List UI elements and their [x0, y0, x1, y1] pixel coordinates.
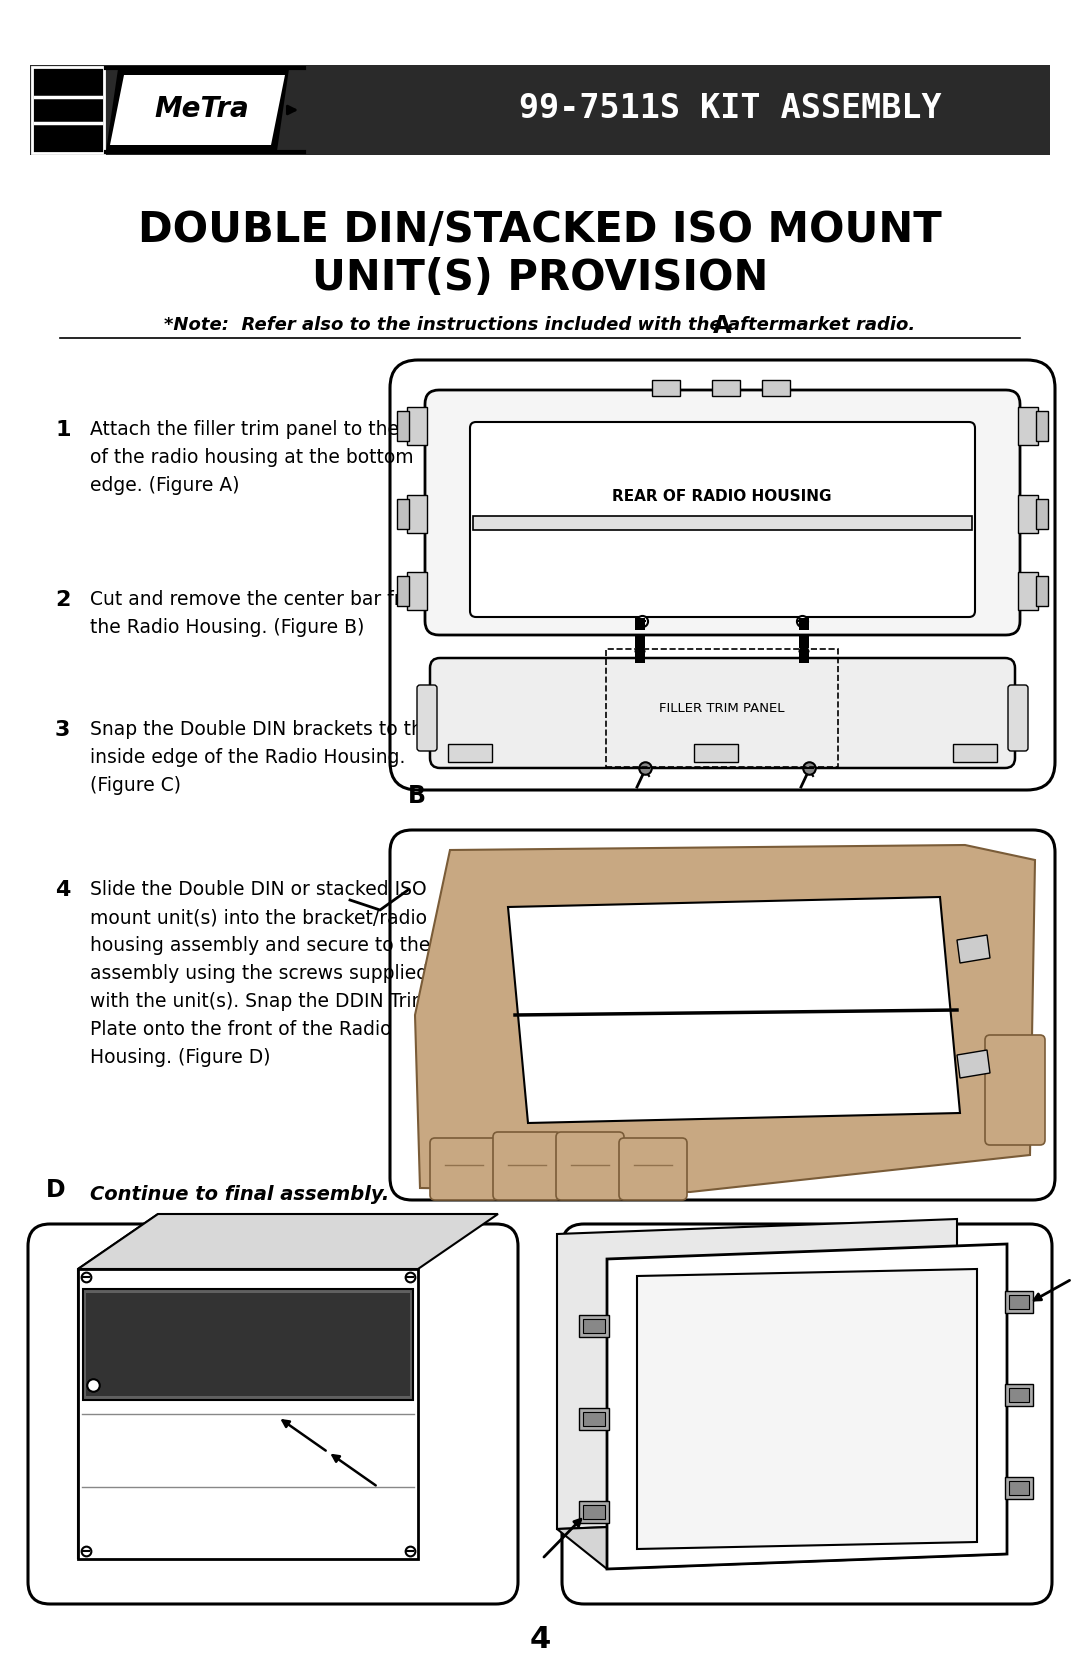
FancyBboxPatch shape — [492, 1132, 561, 1200]
Bar — [1036, 499, 1048, 529]
Polygon shape — [110, 75, 285, 145]
Text: *Note:  Refer also to the instructions included with the aftermarket radio.: *Note: Refer also to the instructions in… — [164, 315, 916, 334]
Text: DOUBLE DIN/STACKED ISO MOUNT: DOUBLE DIN/STACKED ISO MOUNT — [138, 209, 942, 250]
Bar — [583, 1412, 605, 1425]
Text: Slide the Double DIN or stacked ISO
mount unit(s) into the bracket/radio
housing: Slide the Double DIN or stacked ISO moun… — [90, 880, 430, 1066]
Bar — [448, 744, 492, 763]
Polygon shape — [415, 845, 1035, 1192]
Bar — [83, 1288, 413, 1400]
FancyBboxPatch shape — [390, 829, 1055, 1200]
Bar — [86, 1293, 410, 1395]
Text: Cut and remove the center bar from
the Radio Housing. (Figure B): Cut and remove the center bar from the R… — [90, 591, 431, 638]
Polygon shape — [957, 1050, 990, 1078]
Bar — [1009, 1389, 1029, 1402]
Bar — [583, 1505, 605, 1519]
FancyBboxPatch shape — [562, 1223, 1052, 1604]
Bar — [30, 65, 1050, 155]
FancyBboxPatch shape — [470, 422, 975, 618]
Text: Snap the Double DIN brackets to the
inside edge of the Radio Housing.
(Figure C): Snap the Double DIN brackets to the insi… — [90, 719, 434, 794]
Bar — [1036, 576, 1048, 606]
Text: 4: 4 — [55, 880, 70, 900]
FancyBboxPatch shape — [390, 361, 1055, 789]
Bar — [579, 1409, 609, 1430]
Bar — [397, 576, 409, 606]
Text: 99-7511S KIT ASSEMBLY: 99-7511S KIT ASSEMBLY — [518, 92, 942, 125]
Bar — [583, 1319, 605, 1334]
Bar — [1018, 572, 1038, 609]
Text: MeTra: MeTra — [154, 95, 248, 124]
Polygon shape — [957, 935, 990, 963]
Text: Attach the filler trim panel to the back
of the radio housing at the bottom
edge: Attach the filler trim panel to the back… — [90, 421, 449, 496]
Polygon shape — [607, 1243, 1007, 1569]
FancyBboxPatch shape — [417, 684, 437, 751]
Text: 3: 3 — [55, 719, 70, 739]
Text: B: B — [408, 784, 426, 808]
Polygon shape — [78, 1213, 498, 1268]
Bar — [635, 636, 645, 648]
Bar — [762, 381, 789, 396]
Text: 4: 4 — [529, 1624, 551, 1654]
Bar — [397, 411, 409, 441]
Bar — [1005, 1477, 1032, 1499]
Bar — [32, 67, 104, 154]
Bar — [1018, 496, 1038, 532]
Bar — [1009, 1480, 1029, 1495]
Bar — [953, 744, 997, 763]
Bar — [635, 618, 645, 629]
Text: FILLER TRIM PANEL: FILLER TRIM PANEL — [659, 701, 785, 714]
Polygon shape — [78, 1268, 418, 1559]
Text: C: C — [580, 1178, 597, 1202]
FancyBboxPatch shape — [619, 1138, 687, 1200]
Text: UNIT(S) PROVISION: UNIT(S) PROVISION — [312, 257, 768, 299]
Text: 2: 2 — [55, 591, 70, 609]
Bar — [1018, 407, 1038, 446]
Bar — [799, 651, 809, 663]
Bar — [579, 1315, 609, 1337]
Bar — [1036, 411, 1048, 441]
Polygon shape — [557, 1514, 1007, 1569]
Bar — [397, 499, 409, 529]
Bar — [712, 381, 740, 396]
Text: Continue to final assembly.: Continue to final assembly. — [90, 1185, 389, 1203]
Bar — [407, 496, 427, 532]
FancyBboxPatch shape — [426, 391, 1020, 634]
Polygon shape — [78, 1213, 158, 1559]
Bar — [1009, 1295, 1029, 1308]
Polygon shape — [508, 896, 960, 1123]
FancyBboxPatch shape — [985, 1035, 1045, 1145]
Bar — [1005, 1384, 1032, 1405]
Text: REAR OF RADIO HOUSING: REAR OF RADIO HOUSING — [612, 489, 832, 504]
Text: 1: 1 — [55, 421, 70, 441]
Text: A: A — [713, 314, 731, 339]
Bar — [407, 407, 427, 446]
FancyBboxPatch shape — [556, 1132, 624, 1200]
Bar — [652, 381, 680, 396]
Bar — [799, 618, 809, 629]
Bar — [407, 572, 427, 609]
FancyBboxPatch shape — [28, 1223, 518, 1604]
Polygon shape — [637, 1268, 977, 1549]
FancyBboxPatch shape — [430, 658, 1015, 768]
Polygon shape — [557, 1218, 957, 1529]
Polygon shape — [490, 875, 975, 1145]
Polygon shape — [106, 68, 289, 150]
Bar — [799, 636, 809, 648]
Bar — [635, 651, 645, 663]
Text: D: D — [46, 1178, 66, 1202]
Bar — [694, 744, 738, 763]
FancyBboxPatch shape — [1008, 684, 1028, 751]
FancyBboxPatch shape — [430, 1138, 498, 1200]
Bar — [1005, 1292, 1032, 1314]
Bar — [473, 516, 972, 531]
Bar — [579, 1500, 609, 1524]
